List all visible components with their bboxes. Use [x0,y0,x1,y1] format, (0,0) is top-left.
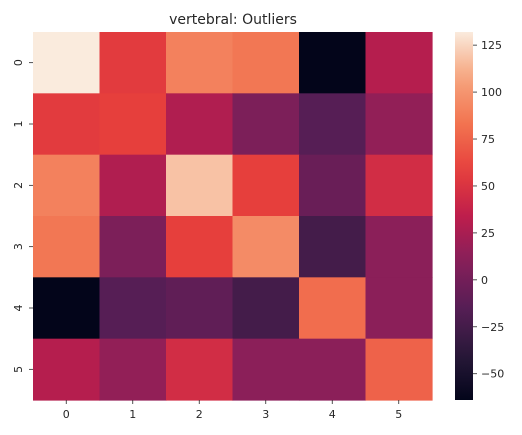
x-tick-label: 1 [129,408,136,421]
x-axis-ticks: 0 1 2 3 4 5 [63,400,402,421]
colorbar-tick-label: −50 [481,368,504,381]
heatmap-cell-1-1 [99,93,167,156]
heatmap-cell-5-2 [166,338,234,401]
y-tick-label: 1 [12,121,25,128]
heatmap-cell-4-0 [33,277,101,340]
heatmap-cell-4-4 [299,277,367,340]
colorbar-tick-label: 0 [481,274,488,287]
heatmap-cell-2-4 [299,154,367,217]
colorbar-tick-label: 125 [481,39,502,52]
x-tick-label: 4 [329,408,336,421]
chart-title: vertebral: Outliers [169,12,297,28]
heatmap-cell-3-3 [232,216,300,278]
y-tick-label: 4 [12,305,25,312]
heatmap-cell-3-2 [166,216,234,278]
x-tick-label: 2 [196,408,203,421]
x-tick-label: 5 [395,408,402,421]
colorbar-tick-label: 100 [481,86,502,99]
heatmap-cell-1-5 [365,93,433,156]
heatmap-cell-3-4 [299,216,367,278]
heatmap-cell-2-2 [166,154,234,217]
heatmap-cell-0-4 [299,32,367,94]
heatmap-cell-2-5 [365,154,433,217]
heatmap-cell-5-3 [232,338,300,401]
colorbar-tick-label: 75 [481,133,495,146]
colorbar-tick-label: 25 [481,227,495,240]
heatmap-cell-4-5 [365,277,433,340]
x-tick-label: 3 [262,408,269,421]
y-tick-label: 0 [12,59,25,66]
colorbar-tick-label: 50 [481,180,495,193]
heatmap-cell-2-1 [99,154,167,217]
heatmap-cell-0-3 [232,32,300,94]
heatmap-cell-5-0 [33,338,101,401]
heatmap-cell-5-4 [299,338,367,401]
heatmap-cell-4-3 [232,277,300,340]
heatmap-cell-0-5 [365,32,433,94]
colorbar-ticks: 125 100 75 50 25 0 −25 −50 [473,39,504,381]
heatmap-cell-3-1 [99,216,167,278]
y-tick-label: 5 [12,366,25,373]
heatmap-cells [33,32,433,401]
heatmap-cell-0-1 [99,32,167,94]
heatmap-cell-2-3 [232,154,300,217]
heatmap-cell-1-3 [232,93,300,156]
heatmap-cell-3-5 [365,216,433,278]
heatmap-cell-0-2 [166,32,234,94]
heatmap-cell-1-4 [299,93,367,156]
colorbar-tick-label: −25 [481,321,504,334]
heatmap-cell-2-0 [33,154,101,217]
heatmap-cell-4-1 [99,277,167,340]
y-tick-label: 2 [12,182,25,189]
heatmap-cell-5-5 [365,338,433,401]
colorbar [455,32,473,400]
y-tick-label: 3 [12,243,25,250]
heatmap-cell-5-1 [99,338,167,401]
heatmap-cell-4-2 [166,277,234,340]
y-axis-ticks: 0 1 2 3 4 5 [12,59,33,373]
heatmap-cell-0-0 [33,32,101,94]
x-tick-label: 0 [63,408,70,421]
heatmap-cell-1-2 [166,93,234,156]
heatmap-cell-1-0 [33,93,101,156]
heatmap-cell-3-0 [33,216,101,278]
